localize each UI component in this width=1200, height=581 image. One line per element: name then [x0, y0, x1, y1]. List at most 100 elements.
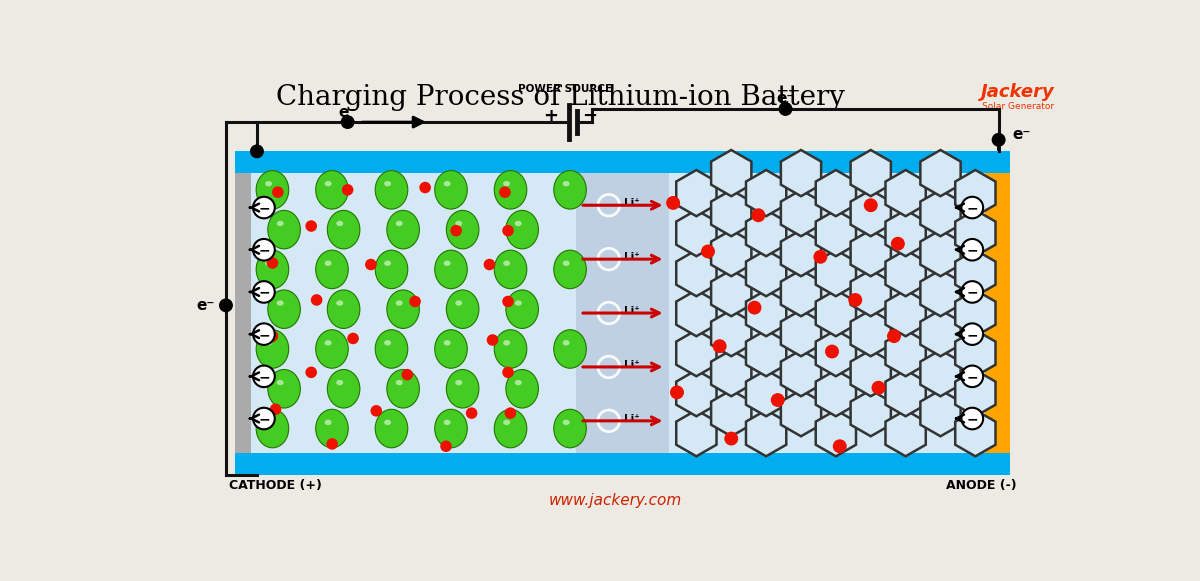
- Ellipse shape: [553, 409, 587, 448]
- Polygon shape: [920, 310, 961, 356]
- Circle shape: [250, 145, 264, 158]
- Ellipse shape: [563, 419, 570, 425]
- Text: e⁻: e⁻: [776, 91, 794, 106]
- Polygon shape: [920, 230, 961, 276]
- Ellipse shape: [455, 221, 462, 226]
- Circle shape: [961, 197, 983, 218]
- Ellipse shape: [277, 300, 283, 306]
- Ellipse shape: [515, 221, 522, 226]
- Polygon shape: [677, 330, 716, 376]
- Ellipse shape: [256, 171, 289, 209]
- Bar: [235, 173, 576, 453]
- Text: Li⁺: Li⁺: [624, 360, 640, 370]
- Polygon shape: [886, 170, 925, 216]
- Polygon shape: [955, 210, 996, 256]
- Polygon shape: [816, 250, 856, 296]
- Ellipse shape: [494, 250, 527, 289]
- Polygon shape: [955, 250, 996, 296]
- Text: −: −: [258, 328, 270, 342]
- Circle shape: [725, 432, 738, 446]
- Ellipse shape: [455, 380, 462, 385]
- Circle shape: [770, 393, 785, 407]
- Polygon shape: [746, 170, 786, 216]
- Text: Li⁺: Li⁺: [624, 306, 640, 315]
- Ellipse shape: [434, 171, 467, 209]
- Polygon shape: [886, 370, 925, 416]
- Bar: [235, 151, 1010, 173]
- Circle shape: [961, 365, 983, 387]
- Polygon shape: [886, 210, 925, 256]
- Polygon shape: [920, 270, 961, 316]
- Polygon shape: [781, 350, 821, 396]
- Polygon shape: [886, 410, 925, 456]
- Text: −: −: [258, 370, 270, 384]
- Circle shape: [848, 293, 863, 307]
- Text: −: −: [966, 286, 978, 300]
- Ellipse shape: [494, 330, 527, 368]
- Circle shape: [270, 404, 281, 415]
- Ellipse shape: [563, 340, 570, 346]
- Ellipse shape: [444, 419, 451, 425]
- Circle shape: [253, 365, 275, 387]
- Ellipse shape: [328, 290, 360, 328]
- Bar: [673, 173, 982, 453]
- Ellipse shape: [384, 340, 391, 346]
- Ellipse shape: [277, 221, 283, 226]
- Circle shape: [499, 187, 511, 198]
- Polygon shape: [816, 370, 856, 416]
- Polygon shape: [920, 190, 961, 236]
- Circle shape: [305, 367, 317, 378]
- Circle shape: [961, 324, 983, 345]
- Ellipse shape: [563, 181, 570, 187]
- Ellipse shape: [444, 181, 451, 187]
- Ellipse shape: [384, 181, 391, 187]
- Ellipse shape: [503, 260, 510, 266]
- Text: −: −: [966, 413, 978, 426]
- Polygon shape: [886, 250, 925, 296]
- Ellipse shape: [384, 260, 391, 266]
- Polygon shape: [920, 150, 961, 196]
- Circle shape: [440, 440, 452, 452]
- Text: Li⁺: Li⁺: [624, 252, 640, 262]
- Polygon shape: [746, 410, 786, 456]
- Ellipse shape: [506, 370, 539, 408]
- Circle shape: [365, 259, 377, 270]
- Ellipse shape: [494, 171, 527, 209]
- Polygon shape: [712, 390, 751, 436]
- Ellipse shape: [444, 340, 451, 346]
- Polygon shape: [920, 350, 961, 396]
- Polygon shape: [816, 210, 856, 256]
- Polygon shape: [851, 350, 890, 396]
- Polygon shape: [781, 230, 821, 276]
- Polygon shape: [816, 170, 856, 216]
- Circle shape: [503, 225, 514, 236]
- Ellipse shape: [553, 250, 587, 289]
- Circle shape: [409, 296, 421, 307]
- Ellipse shape: [503, 181, 510, 187]
- Circle shape: [487, 334, 498, 346]
- Circle shape: [272, 187, 283, 198]
- Circle shape: [826, 345, 839, 358]
- Circle shape: [887, 329, 901, 343]
- Ellipse shape: [494, 409, 527, 448]
- Ellipse shape: [396, 300, 403, 306]
- Polygon shape: [712, 270, 751, 316]
- Text: Jackery: Jackery: [982, 83, 1055, 101]
- Circle shape: [419, 182, 431, 193]
- Ellipse shape: [325, 181, 331, 187]
- Circle shape: [326, 438, 338, 450]
- Ellipse shape: [506, 210, 539, 249]
- Circle shape: [342, 184, 354, 196]
- Polygon shape: [816, 290, 856, 336]
- Polygon shape: [746, 330, 786, 376]
- Circle shape: [748, 301, 762, 314]
- Polygon shape: [746, 210, 786, 256]
- Ellipse shape: [376, 250, 408, 289]
- Text: e⁻: e⁻: [1013, 127, 1031, 142]
- Ellipse shape: [316, 171, 348, 209]
- Ellipse shape: [268, 370, 300, 408]
- Ellipse shape: [396, 221, 403, 226]
- Polygon shape: [955, 330, 996, 376]
- Text: CATHODE (+): CATHODE (+): [229, 479, 322, 492]
- Ellipse shape: [336, 380, 343, 385]
